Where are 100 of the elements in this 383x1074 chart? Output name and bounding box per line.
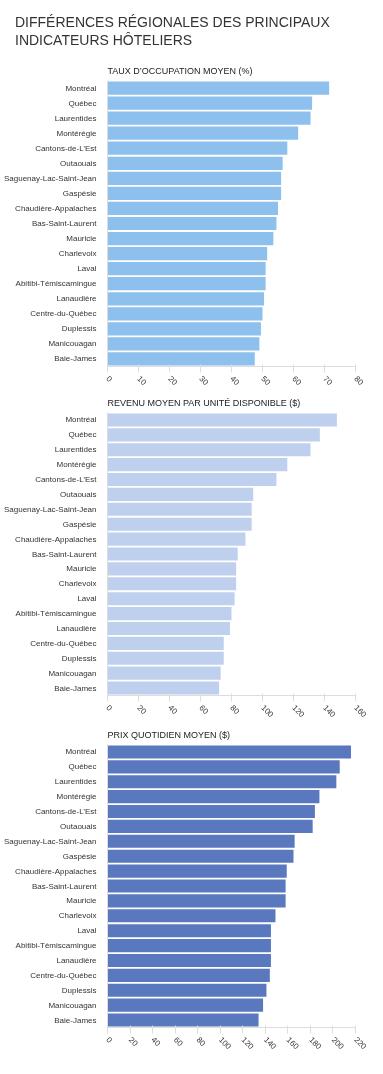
x-tick-label: 160 — [352, 703, 369, 720]
bar — [107, 111, 311, 125]
y-tick-label: Québec — [68, 430, 97, 440]
x-tick-label: 100 — [217, 1035, 234, 1052]
y-tick-label: Laval — [77, 594, 97, 604]
y-tick-label: Lanaudière — [56, 955, 98, 965]
y-tick-label: Laurentides — [54, 113, 97, 123]
y-tick-label: Mauricie — [66, 234, 98, 244]
y-tick-label: Montérégie — [56, 792, 98, 802]
y-tick-label: Charlevoix — [58, 579, 97, 589]
y-tick-label: Outaouais — [60, 489, 97, 499]
x-tick-label: 80 — [352, 374, 366, 388]
y-tick-label: Abitibi-Témiscamingue — [15, 279, 98, 289]
x-tick-label: 40 — [166, 703, 180, 717]
y-tick-label: Laurentides — [54, 777, 97, 787]
y-tick-label: Baie-James — [54, 1015, 97, 1025]
bar — [107, 246, 268, 261]
y-tick-label: Québec — [68, 98, 97, 108]
y-tick-label: Bas-Saint-Laurent — [32, 881, 98, 891]
bar — [107, 292, 265, 306]
y-tick-label: Duplessis — [61, 653, 97, 663]
bar — [107, 277, 266, 291]
x-tick-label: 50 — [259, 374, 273, 388]
x-tick-label: 220 — [352, 1035, 369, 1052]
y-tick-label: Laval — [77, 926, 97, 936]
y-tick-label: Abitibi-Témiscamingue — [15, 941, 98, 951]
x-tick-label: 180 — [307, 1035, 324, 1052]
y-tick-label: Duplessis — [61, 985, 97, 995]
chart-title: REVENU MOYEN PAR UNITÉ DISPONIBLE ($) — [107, 397, 301, 408]
y-tick-label: Manicouagan — [48, 668, 97, 678]
y-tick-label: Mauricie — [66, 564, 98, 574]
chart-title: TAUX D’OCCUPATION MOYEN (%) — [107, 65, 253, 76]
y-tick-label: Abitibi-Témiscamingue — [15, 609, 98, 619]
y-tick-label: Cantons-de-L’Est — [35, 807, 98, 817]
x-tick-label: 60 — [290, 374, 304, 388]
bar — [107, 201, 278, 216]
y-tick-label: Montérégie — [56, 460, 98, 470]
x-tick-label: 70 — [321, 374, 335, 388]
x-tick-label: 60 — [171, 1035, 185, 1049]
y-tick-label: Outaouais — [60, 821, 97, 831]
y-tick-label: Centre-du-Québec — [30, 309, 97, 319]
x-tick-label: 200 — [329, 1035, 346, 1052]
y-tick-label: Gaspésie — [62, 188, 98, 198]
bar — [107, 126, 299, 140]
y-tick-label: Montréal — [65, 415, 97, 425]
y-tick-label: Gaspésie — [62, 851, 98, 861]
x-tick-label: 100 — [259, 703, 276, 720]
x-tick-label: 40 — [149, 1035, 163, 1049]
x-tick-label: 40 — [228, 374, 242, 388]
y-tick-label: Outaouais — [60, 158, 97, 168]
y-tick-label: Manicouagan — [48, 339, 97, 349]
x-tick-label: 20 — [126, 1035, 140, 1049]
bar — [107, 231, 274, 246]
y-tick-label: Duplessis — [61, 324, 97, 334]
x-tick-label: 30 — [197, 374, 211, 388]
y-tick-label: Saguenay-Lac-Saint-Jean — [4, 836, 97, 846]
y-tick-label: Lanaudière — [56, 294, 98, 304]
bar — [107, 262, 266, 276]
bar — [107, 156, 283, 170]
y-tick-label: Laurentides — [54, 445, 97, 455]
y-tick-label: Bas-Saint-Laurent — [32, 219, 98, 228]
y-tick-label: Saguenay-Lac-Saint-Jean — [4, 173, 97, 183]
text: DIFFÉRENCES RÉGIONALES DES PRINCIPAUX INDICATEURS HÔTELIERS — [14, 13, 330, 49]
bar — [107, 171, 282, 185]
y-tick-label: Charlevoix — [58, 911, 97, 921]
x-tick-label: 10 — [135, 374, 149, 388]
bar — [107, 141, 288, 155]
y-tick-label: Bas-Saint-Laurent — [32, 549, 98, 559]
y-tick-label: Mauricie — [66, 896, 98, 906]
bar — [107, 322, 261, 336]
x-tick-label: 140 — [262, 1035, 279, 1052]
y-tick-label: Manicouagan — [48, 1000, 97, 1010]
chart-title: PRIX QUOTIDIEN MOYEN ($) — [107, 729, 231, 740]
x-tick-label: 80 — [228, 703, 242, 717]
y-tick-label: Centre-du-Québec — [30, 970, 97, 980]
bar — [107, 216, 277, 231]
x-tick-label: 80 — [194, 1035, 208, 1049]
x-tick-label: 20 — [135, 703, 149, 717]
y-tick-label: Lanaudière — [56, 623, 98, 633]
y-tick-label: Baie-James — [54, 683, 97, 693]
y-tick-label: Saguenay-Lac-Saint-Jean — [4, 504, 97, 514]
y-tick-label: Chaudière-Appalaches — [15, 203, 97, 213]
y-tick-label: Laval — [77, 264, 97, 274]
x-tick-label: 0 — [104, 1035, 115, 1046]
y-tick-label: Baie-James — [54, 354, 97, 364]
y-tick-label: Centre-du-Québec — [30, 638, 97, 648]
x-tick-label: 0 — [104, 703, 115, 714]
x-tick-label: 20 — [166, 374, 180, 388]
x-tick-label: 60 — [197, 703, 211, 717]
x-tick-label: 120 — [239, 1035, 256, 1052]
x-tick-label: 0 — [104, 374, 115, 385]
y-tick-label: Chaudière-Appalaches — [15, 534, 97, 544]
y-tick-label: Chaudière-Appalaches — [15, 866, 97, 876]
x-tick-label: 140 — [321, 703, 338, 720]
y-tick-label: Charlevoix — [58, 249, 97, 259]
y-tick-label: Québec — [68, 762, 97, 772]
y-tick-label: Montérégie — [56, 128, 98, 138]
x-tick-label: 160 — [284, 1035, 301, 1052]
bar — [107, 307, 263, 321]
y-tick-label: Gaspésie — [62, 519, 98, 529]
